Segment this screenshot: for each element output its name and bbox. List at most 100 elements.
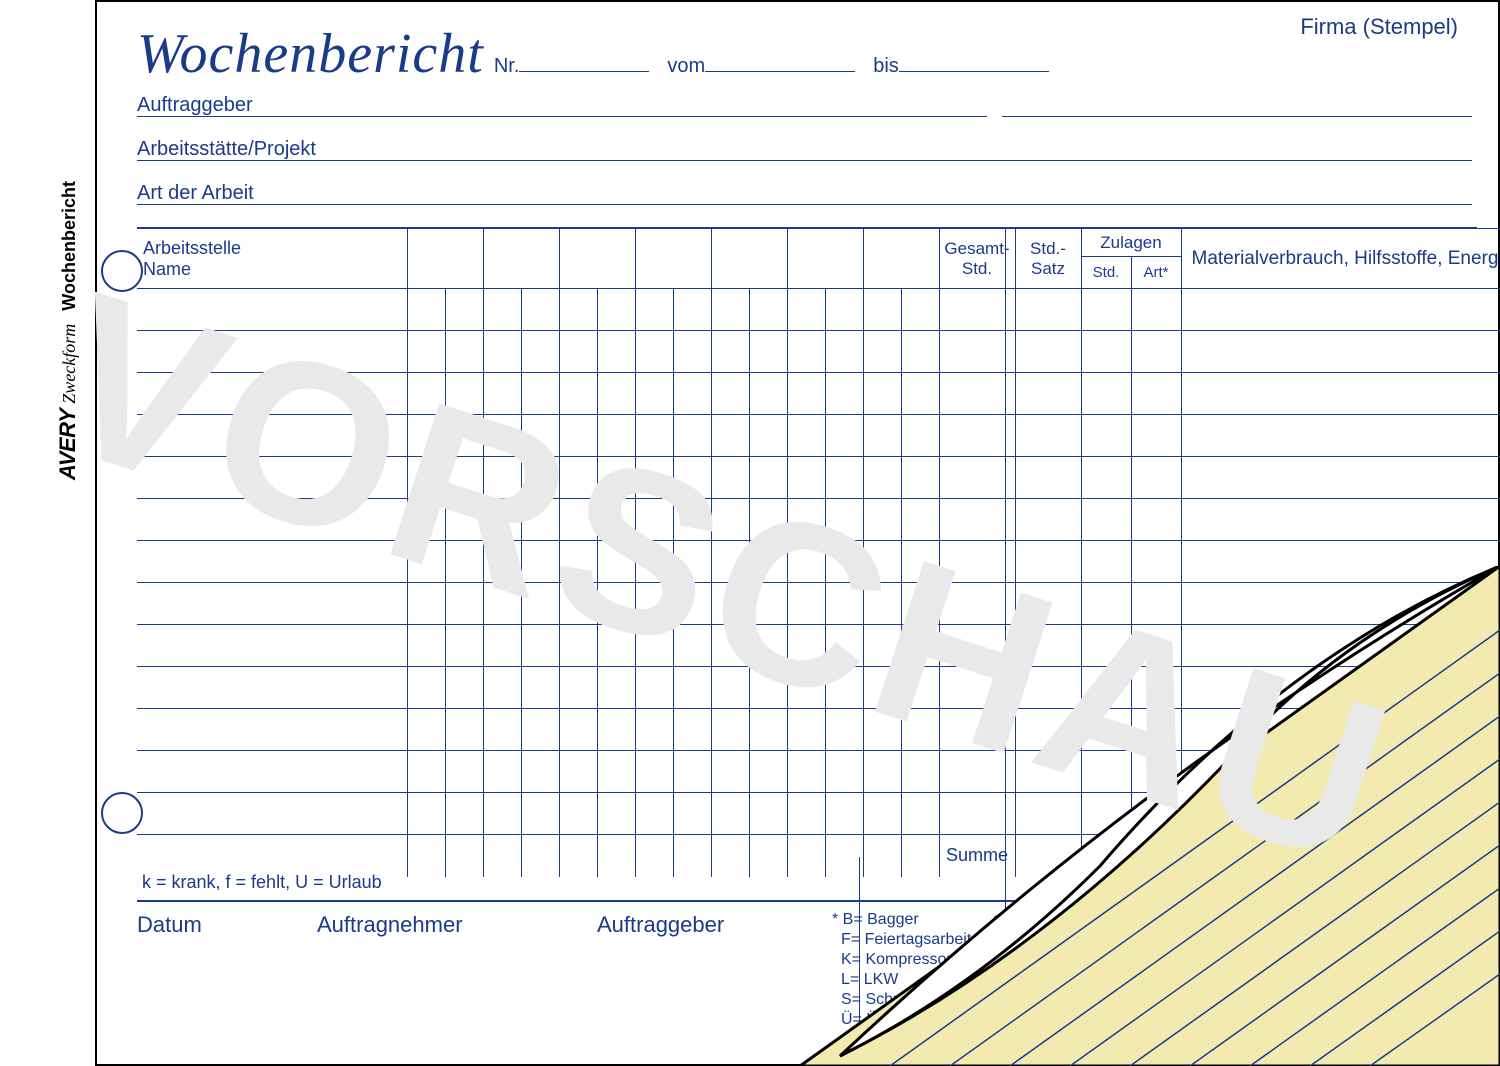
cell-day[interactable] xyxy=(445,373,483,415)
cell-day[interactable] xyxy=(407,709,445,751)
cell-stdsatz[interactable] xyxy=(1015,499,1081,541)
cell-zulagen-std[interactable] xyxy=(1081,289,1131,331)
cell-day[interactable] xyxy=(597,499,635,541)
cell-day[interactable] xyxy=(825,373,863,415)
cell-day-sum[interactable] xyxy=(635,835,673,877)
cell-zulagen-std[interactable] xyxy=(1081,373,1131,415)
cell-day[interactable] xyxy=(711,793,749,835)
cell-day-sum[interactable] xyxy=(597,835,635,877)
cell-day[interactable] xyxy=(483,373,521,415)
cell-day[interactable] xyxy=(521,541,559,583)
cell-day[interactable] xyxy=(787,499,825,541)
cell-day[interactable] xyxy=(445,331,483,373)
cell-day[interactable] xyxy=(673,541,711,583)
cell-day[interactable] xyxy=(635,457,673,499)
cell-day[interactable] xyxy=(673,667,711,709)
cell-day[interactable] xyxy=(749,751,787,793)
cell-day[interactable] xyxy=(407,373,445,415)
cell-day[interactable] xyxy=(711,709,749,751)
cell-day[interactable] xyxy=(673,709,711,751)
cell-day-sum[interactable] xyxy=(711,835,749,877)
cell-name[interactable] xyxy=(137,709,407,751)
cell-day[interactable] xyxy=(521,457,559,499)
cell-day[interactable] xyxy=(787,373,825,415)
cell-name[interactable] xyxy=(137,415,407,457)
cell-day-sum[interactable] xyxy=(483,835,521,877)
cell-day[interactable] xyxy=(673,583,711,625)
cell-day[interactable] xyxy=(407,583,445,625)
cell-day[interactable] xyxy=(711,583,749,625)
cell-day[interactable] xyxy=(673,499,711,541)
cell-day[interactable] xyxy=(749,457,787,499)
cell-day[interactable] xyxy=(597,583,635,625)
cell-day[interactable] xyxy=(521,331,559,373)
cell-day[interactable] xyxy=(673,331,711,373)
cell-day[interactable] xyxy=(901,499,939,541)
cell-day[interactable] xyxy=(635,667,673,709)
cell-day[interactable] xyxy=(711,751,749,793)
cell-day[interactable] xyxy=(521,289,559,331)
cell-day[interactable] xyxy=(597,667,635,709)
cell-day[interactable] xyxy=(597,709,635,751)
cell-zulagen-art[interactable] xyxy=(1131,415,1181,457)
cell-day[interactable] xyxy=(635,793,673,835)
cell-name[interactable] xyxy=(137,793,407,835)
cell-day[interactable] xyxy=(711,457,749,499)
cell-day[interactable] xyxy=(483,751,521,793)
cell-day[interactable] xyxy=(749,583,787,625)
cell-day[interactable] xyxy=(749,625,787,667)
cell-gesamt[interactable] xyxy=(939,373,1015,415)
cell-day[interactable] xyxy=(749,667,787,709)
cell-day[interactable] xyxy=(825,415,863,457)
vom-field[interactable] xyxy=(705,52,855,72)
cell-day[interactable] xyxy=(749,541,787,583)
cell-day[interactable] xyxy=(635,499,673,541)
cell-day[interactable] xyxy=(521,415,559,457)
cell-day[interactable] xyxy=(673,793,711,835)
cell-day[interactable] xyxy=(407,751,445,793)
cell-day[interactable] xyxy=(407,331,445,373)
cell-name[interactable] xyxy=(137,373,407,415)
cell-day[interactable] xyxy=(901,415,939,457)
cell-zulagen-std[interactable] xyxy=(1081,415,1131,457)
cell-gesamt[interactable] xyxy=(939,331,1015,373)
cell-day[interactable] xyxy=(521,709,559,751)
cell-name[interactable] xyxy=(137,331,407,373)
auftraggeber-field[interactable] xyxy=(137,116,987,117)
cell-zulagen-art[interactable] xyxy=(1131,289,1181,331)
cell-day[interactable] xyxy=(749,499,787,541)
cell-zulagen-std[interactable] xyxy=(1081,499,1131,541)
cell-day[interactable] xyxy=(521,793,559,835)
cell-day[interactable] xyxy=(483,415,521,457)
cell-day[interactable] xyxy=(445,751,483,793)
auftraggeber-field-2[interactable] xyxy=(1002,116,1472,117)
cell-day[interactable] xyxy=(787,331,825,373)
cell-day[interactable] xyxy=(483,709,521,751)
cell-day[interactable] xyxy=(901,457,939,499)
cell-day[interactable] xyxy=(711,541,749,583)
cell-zulagen-std[interactable] xyxy=(1081,457,1131,499)
cell-day[interactable] xyxy=(597,793,635,835)
cell-name[interactable] xyxy=(137,583,407,625)
cell-day[interactable] xyxy=(445,415,483,457)
cell-day[interactable] xyxy=(787,289,825,331)
cell-zulagen-art[interactable] xyxy=(1131,331,1181,373)
cell-day[interactable] xyxy=(825,289,863,331)
cell-day[interactable] xyxy=(635,583,673,625)
cell-day[interactable] xyxy=(445,499,483,541)
cell-day[interactable] xyxy=(711,289,749,331)
bis-field[interactable] xyxy=(899,52,1049,72)
cell-stdsatz[interactable] xyxy=(1015,415,1081,457)
nr-field[interactable] xyxy=(519,52,649,72)
cell-day[interactable] xyxy=(445,457,483,499)
cell-day[interactable] xyxy=(559,667,597,709)
cell-day[interactable] xyxy=(901,289,939,331)
cell-name[interactable] xyxy=(137,541,407,583)
cell-day[interactable] xyxy=(749,793,787,835)
cell-day[interactable] xyxy=(559,751,597,793)
cell-day[interactable] xyxy=(407,541,445,583)
cell-day[interactable] xyxy=(445,625,483,667)
cell-day[interactable] xyxy=(749,415,787,457)
cell-day[interactable] xyxy=(711,625,749,667)
cell-day[interactable] xyxy=(445,793,483,835)
